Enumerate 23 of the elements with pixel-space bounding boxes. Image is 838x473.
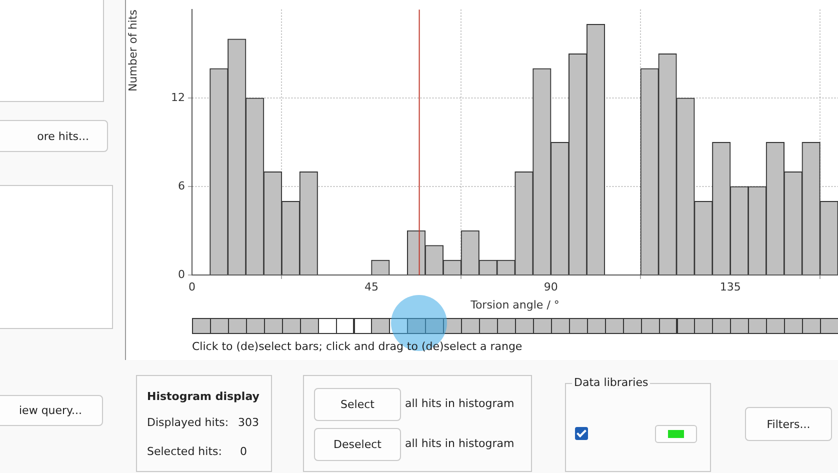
x-axis-title: Torsion angle / ° [470, 298, 560, 312]
text: Data libraries [574, 376, 648, 389]
x-tick-label: 45 [364, 280, 378, 294]
x-tick-label: 90 [544, 280, 558, 294]
text: Selected hits: [147, 445, 222, 458]
text: Click to (de)select bars; click and drag to (de)select a range [192, 340, 522, 353]
x-tick-label: 135 [720, 280, 741, 294]
text: all hits in histogram [405, 397, 514, 410]
y-tick-label: 12 [171, 90, 185, 104]
button[interactable]: Filters... [745, 407, 832, 441]
y-tick-label: 0 [178, 268, 185, 281]
y-tick-label: 6 [178, 179, 185, 192]
text: Displayed hits: [147, 416, 229, 429]
button[interactable]: Select [314, 388, 401, 421]
text: Histogram display [147, 390, 260, 403]
button[interactable]: ore hits... [0, 120, 108, 152]
text: all hits in histogram [405, 437, 514, 450]
text: 303 [238, 416, 259, 429]
y-axis-title: Number of hits [126, 9, 140, 92]
button[interactable]: iew query... [0, 395, 103, 426]
text: 0 [240, 445, 247, 458]
button[interactable]: Deselect [314, 428, 401, 461]
x-tick-label: 0 [188, 280, 196, 294]
